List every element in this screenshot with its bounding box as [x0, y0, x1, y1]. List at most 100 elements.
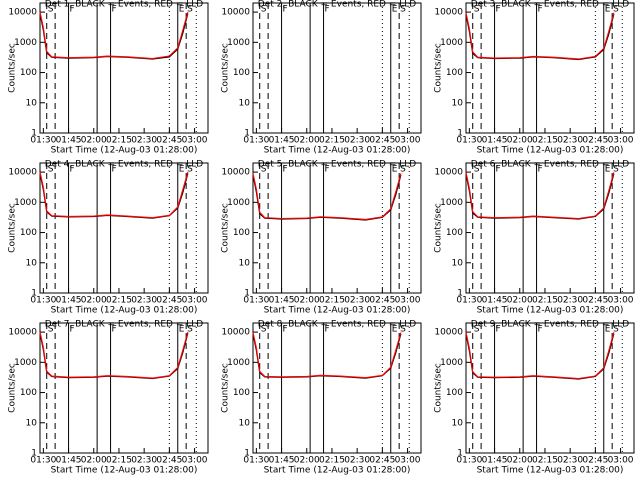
y-tick-label: 10000	[221, 328, 250, 338]
event-label: S	[400, 165, 406, 175]
chart-title: Det 3, BLACK = Events, RED = LLD	[471, 0, 630, 10]
x-tick-label: 01:30	[243, 296, 269, 306]
plot-frame	[465, 322, 635, 454]
y-axis-label: Counts/sec	[221, 363, 231, 413]
x-tick-label: 02:45	[582, 296, 608, 306]
panel: Det 3, BLACK = Events, RED = LLD Start Ti…	[434, 0, 635, 156]
event-label: S	[48, 325, 54, 335]
y-axis-label: Counts/sec	[8, 43, 18, 93]
chart-title: Det 2, BLACK = Events, RED = LLD	[258, 0, 417, 10]
x-tick-label: 02:15	[319, 296, 345, 306]
x-tick-label: 02:30	[131, 136, 157, 146]
x-tick-label: 03:00	[182, 296, 208, 306]
x-tick-label: 01:45	[56, 456, 82, 466]
y-tick-label: 100	[20, 388, 37, 398]
panel: Det 7, BLACK = Events, RED = LLD Start Ti…	[8, 320, 209, 476]
y-tick-label: 10000	[8, 328, 37, 338]
event-label: E	[179, 325, 185, 335]
panel: Det 6, BLACK = Events, RED = LLD Start Ti…	[434, 160, 635, 316]
y-tick-label: 100	[446, 228, 463, 238]
x-tick-label: 02:00	[294, 456, 320, 466]
x-tick-label: 02:00	[507, 456, 533, 466]
x-tick-label: 01:30	[30, 296, 56, 306]
y-tick-label: 10	[239, 418, 251, 428]
x-tick-label: 03:00	[395, 456, 421, 466]
event-label: F	[70, 165, 75, 175]
y-tick-label: 100	[233, 228, 250, 238]
y-axis-label: Counts/sec	[434, 203, 444, 253]
y-axis-label: Counts/sec	[221, 203, 231, 253]
plot-frame	[252, 2, 422, 134]
event-label: E	[179, 165, 185, 175]
panel: Det 2, BLACK = Events, RED = LLD Start Ti…	[221, 0, 422, 156]
event-label: E	[605, 325, 611, 335]
y-axis-label: Counts/sec	[221, 43, 231, 93]
x-tick-label: 01:45	[269, 296, 295, 306]
plot-frame	[39, 2, 209, 134]
x-tick-label: 02:45	[369, 136, 395, 146]
y-tick-label: 1	[31, 129, 37, 139]
y-tick-label: 100	[233, 68, 250, 78]
event-label: S	[187, 325, 193, 335]
y-tick-label: 1	[457, 449, 463, 459]
y-tick-label: 10000	[434, 328, 463, 338]
x-tick-label: 02:30	[557, 456, 583, 466]
event-label: F	[538, 325, 543, 335]
y-tick-label: 10	[26, 98, 38, 108]
y-tick-label: 100	[446, 68, 463, 78]
x-tick-label: 02:15	[319, 136, 345, 146]
y-tick-label: 10	[26, 418, 38, 428]
event-label: S	[261, 325, 267, 335]
y-tick-label: 1	[457, 289, 463, 299]
data-line	[252, 332, 402, 379]
event-label: S	[187, 165, 193, 175]
event-label: S	[48, 165, 54, 175]
event-label: F	[496, 325, 501, 335]
chart-title: Det 4, BLACK = Events, RED = LLD	[45, 160, 204, 170]
event-label: F	[325, 165, 330, 175]
x-tick-label: 02:00	[294, 296, 320, 306]
x-tick-label: 01:45	[56, 296, 82, 306]
x-axis-label: Start Time (12-Aug-03 01:28:00)	[264, 466, 411, 476]
event-label: S	[187, 5, 193, 15]
panel: Det 9, BLACK = Events, RED = LLD Start Ti…	[434, 320, 635, 476]
x-tick-label: 02:45	[369, 456, 395, 466]
x-tick-label: 01:30	[30, 456, 56, 466]
chart-title: Det 5, BLACK = Events, RED = LLD	[258, 160, 417, 170]
y-tick-label: 10000	[221, 168, 250, 178]
event-label: F	[112, 165, 117, 175]
x-tick-label: 01:45	[269, 456, 295, 466]
x-tick-label: 02:45	[156, 456, 182, 466]
x-tick-label: 02:15	[319, 456, 345, 466]
x-axis-label: Start Time (12-Aug-03 01:28:00)	[477, 466, 624, 476]
x-tick-label: 02:30	[131, 456, 157, 466]
event-label: F	[283, 5, 288, 15]
y-tick-label: 1000	[227, 358, 250, 368]
x-tick-label: 03:00	[182, 456, 208, 466]
event-label: F	[283, 165, 288, 175]
data-line	[252, 174, 402, 221]
x-tick-label: 02:00	[81, 136, 107, 146]
y-tick-label: 10000	[8, 8, 37, 18]
y-tick-label: 1000	[227, 198, 250, 208]
plot-frame	[39, 322, 209, 454]
y-tick-label: 10	[452, 98, 464, 108]
x-axis-label: Start Time (12-Aug-03 01:28:00)	[477, 306, 624, 316]
y-tick-label: 1000	[440, 38, 463, 48]
y-tick-label: 10	[452, 418, 464, 428]
x-tick-label: 01:30	[243, 136, 269, 146]
data-line	[465, 173, 615, 220]
x-tick-label: 03:00	[182, 136, 208, 146]
x-tick-label: 03:00	[395, 136, 421, 146]
x-tick-label: 02:30	[344, 136, 370, 146]
x-tick-label: 01:30	[456, 456, 482, 466]
y-axis-label: Counts/sec	[434, 43, 444, 93]
y-tick-label: 1	[244, 129, 250, 139]
x-axis-label: Start Time (12-Aug-03 01:28:00)	[51, 466, 198, 476]
event-label: E	[392, 165, 398, 175]
chart-title: Det 8, BLACK = Events, RED = LLD	[258, 320, 417, 330]
y-axis-label: Counts/sec	[8, 363, 18, 413]
event-label: S	[261, 5, 267, 15]
event-label: E	[392, 325, 398, 335]
